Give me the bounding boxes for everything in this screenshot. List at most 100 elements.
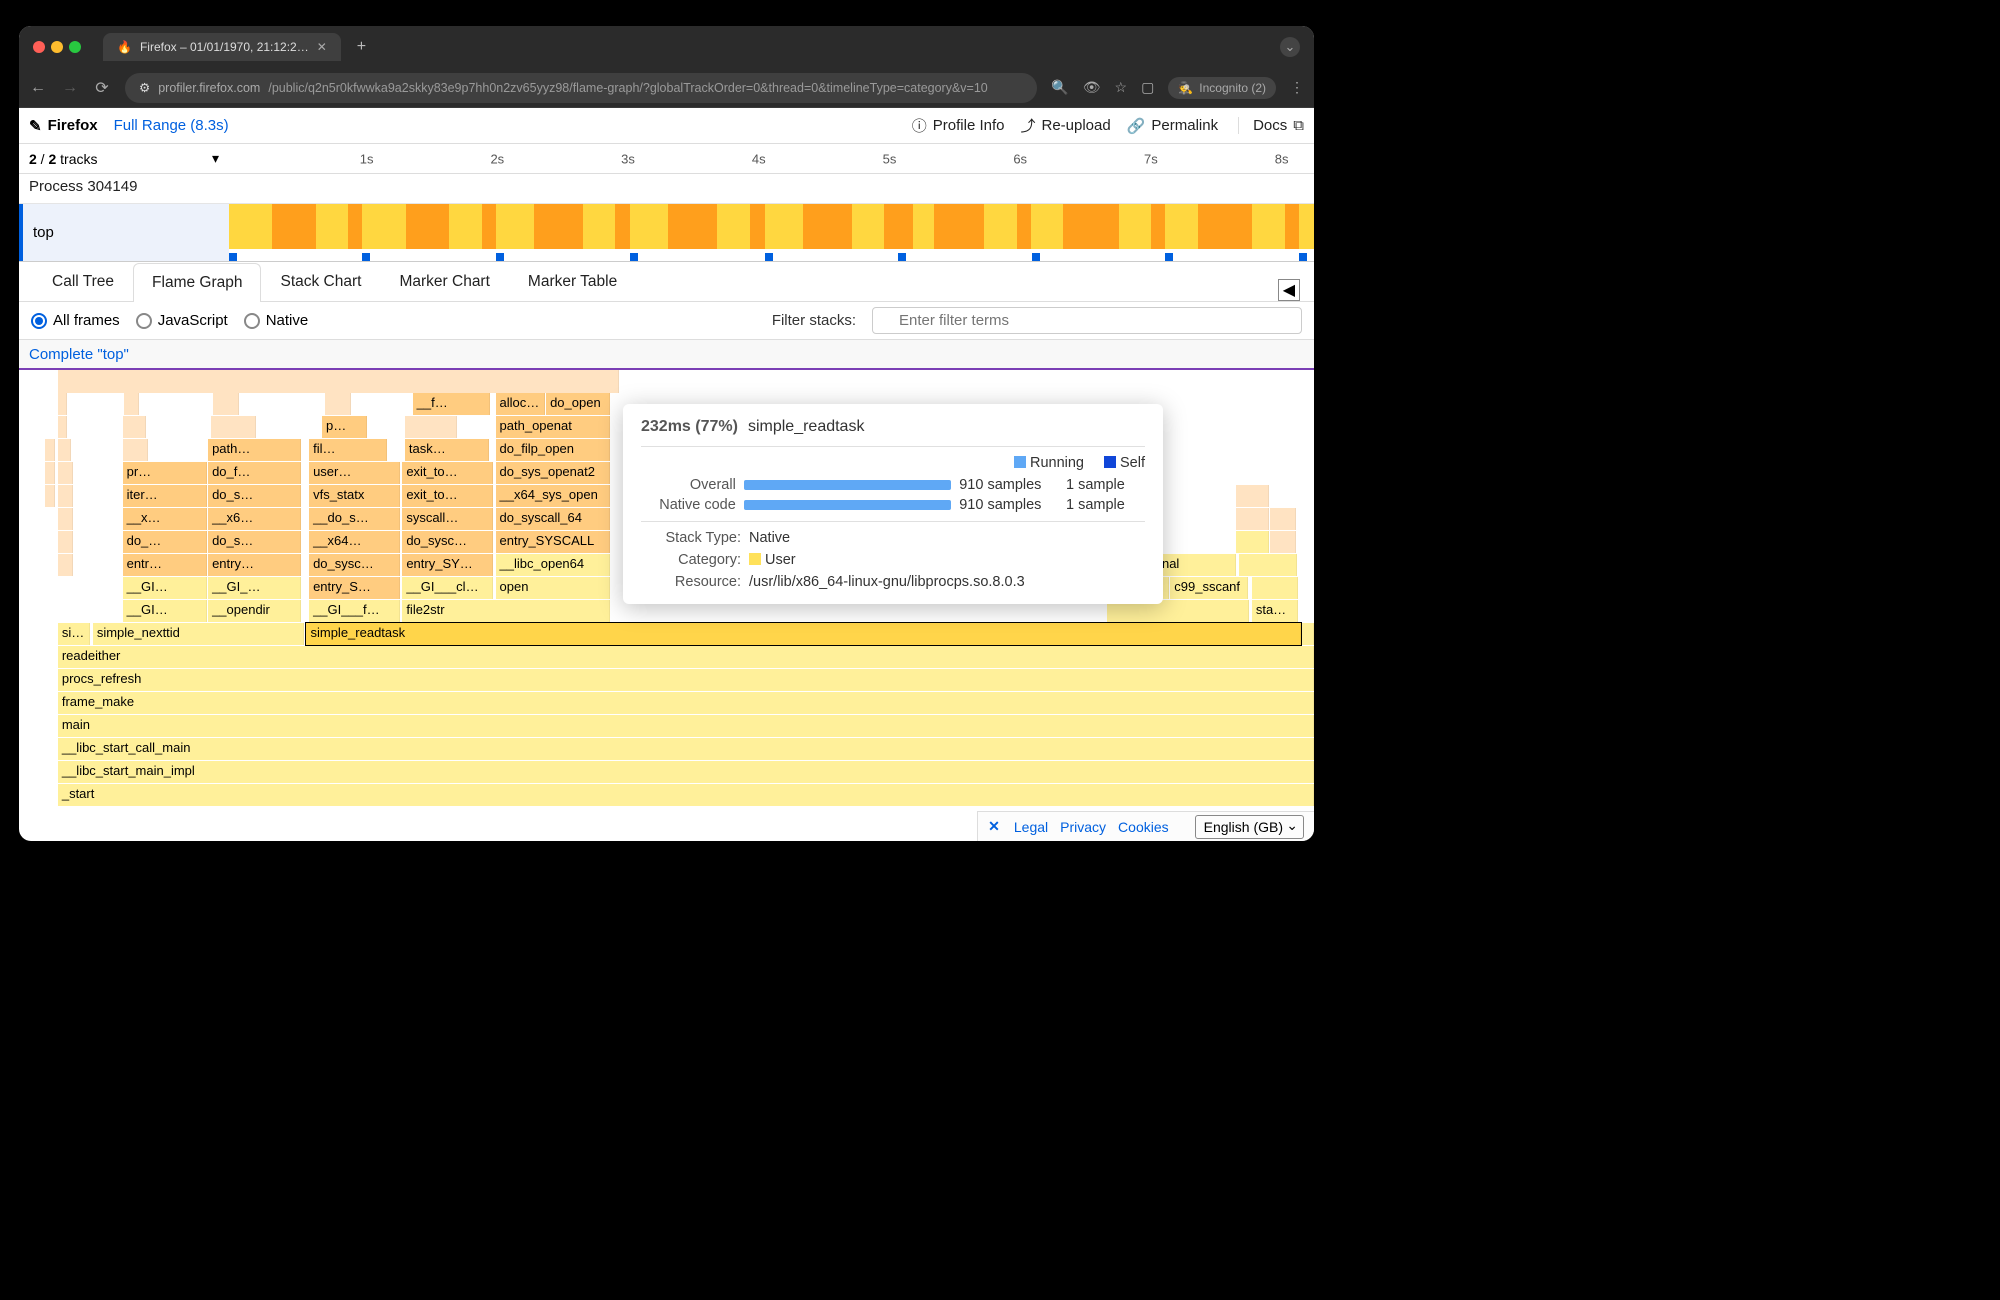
flame-cell[interactable]: entry_SYSCALL — [496, 531, 610, 553]
site-settings-icon[interactable]: ⚙ — [139, 80, 150, 95]
flame-cell[interactable]: iter… — [123, 485, 207, 507]
flame-cell[interactable]: __GI… — [123, 577, 207, 599]
flame-cell[interactable]: __libc_open64 — [496, 554, 610, 576]
flame-cell[interactable]: task… — [405, 439, 489, 461]
flame-cell[interactable]: exit_to… — [402, 462, 493, 484]
flame-cell[interactable]: __GI___f… — [309, 600, 400, 622]
nav-reload-icon[interactable]: ⟳ — [93, 78, 111, 98]
flame-cell[interactable]: do_f… — [208, 462, 301, 484]
url-input[interactable]: ⚙ profiler.firefox.com/public/q2n5r0kfww… — [125, 73, 1037, 103]
flame-cell[interactable]: main — [58, 715, 1314, 737]
permalink-button[interactable]: 🔗Permalink — [1127, 117, 1218, 135]
flame-cell[interactable]: entr… — [123, 554, 207, 576]
tabs-dropdown-icon[interactable]: ⌄ — [1280, 37, 1300, 57]
flame-cell[interactable]: _start — [58, 784, 1314, 806]
flame-cell[interactable]: alloc… — [496, 393, 545, 415]
flame-cell[interactable]: __x6… — [208, 508, 301, 530]
flame-cell[interactable] — [45, 485, 55, 507]
flame-cell[interactable]: syscall… — [402, 508, 493, 530]
reupload-button[interactable]: ⤴Re-upload — [1020, 115, 1110, 136]
flame-cell[interactable] — [58, 485, 74, 507]
flame-cell[interactable]: __GI_… — [208, 577, 301, 599]
flame-cell[interactable]: __x64_sys_open — [496, 485, 610, 507]
footer-link-privacy[interactable]: Privacy — [1060, 819, 1106, 835]
flame-cell[interactable]: do_s… — [208, 531, 301, 553]
thread-track[interactable]: top — [19, 204, 1314, 262]
flame-cell[interactable] — [58, 393, 67, 415]
flame-cell[interactable] — [58, 508, 74, 530]
flame-cell[interactable]: simple_nexttid — [93, 623, 304, 645]
breadcrumb[interactable]: Complete "top" — [19, 340, 1314, 370]
tab-close-icon[interactable]: ✕ — [317, 40, 327, 54]
flame-cell[interactable] — [1270, 508, 1296, 530]
flame-cell[interactable] — [123, 416, 146, 438]
tracks-count-dropdown[interactable]: 2 / 2 tracks ▾ — [19, 150, 229, 167]
collapse-sidebar-icon[interactable]: ◀ — [1278, 279, 1300, 301]
flame-cell[interactable] — [1236, 485, 1268, 507]
range-link[interactable]: Full Range (8.3s) — [114, 117, 229, 134]
track-name[interactable]: top — [19, 204, 229, 261]
nav-back-icon[interactable]: ← — [29, 79, 47, 97]
filter-mode-javascript[interactable]: JavaScript — [136, 312, 228, 329]
flame-cell[interactable] — [1270, 531, 1296, 553]
flame-cell[interactable]: do_s… — [208, 485, 301, 507]
flame-cell[interactable] — [123, 439, 149, 461]
new-tab-button[interactable]: + — [357, 38, 366, 56]
flame-cell[interactable]: simple_readtask — [306, 623, 1301, 645]
flame-cell[interactable] — [58, 554, 74, 576]
flame-cell[interactable]: path… — [208, 439, 301, 461]
filter-mode-native[interactable]: Native — [244, 312, 309, 329]
flame-cell[interactable] — [124, 393, 140, 415]
flame-cell[interactable]: user… — [309, 462, 400, 484]
flame-cell[interactable]: do_sys_openat2 — [496, 462, 610, 484]
flame-cell[interactable]: entry… — [208, 554, 301, 576]
flame-cell[interactable] — [1252, 577, 1299, 599]
flame-cell[interactable]: open — [496, 577, 610, 599]
flame-cell[interactable]: sta… — [1252, 600, 1299, 622]
flame-cell[interactable]: fil… — [309, 439, 387, 461]
brand-label[interactable]: ✎ Firefox — [29, 117, 98, 135]
window-max-dot[interactable] — [69, 41, 81, 53]
filter-mode-all-frames[interactable]: All frames — [31, 312, 120, 329]
flame-cell[interactable]: do_sysc… — [402, 531, 493, 553]
flame-cell[interactable]: __x… — [123, 508, 207, 530]
cast-icon[interactable]: ▢ — [1141, 79, 1154, 96]
flame-cell[interactable] — [58, 439, 71, 461]
flame-cell[interactable]: frame_make — [58, 692, 1314, 714]
filter-stacks-input[interactable] — [872, 307, 1302, 334]
eye-off-icon[interactable]: 👁 — [1083, 79, 1101, 96]
browser-tab[interactable]: 🔥 Firefox – 01/01/1970, 21:12:2… ✕ — [103, 33, 341, 61]
footer-link-cookies[interactable]: Cookies — [1118, 819, 1169, 835]
flame-cell[interactable]: __do_s… — [309, 508, 400, 530]
flame-cell[interactable]: procs_refresh — [58, 669, 1314, 691]
flame-cell[interactable] — [211, 416, 256, 438]
flame-cell[interactable]: vfs_statx — [309, 485, 400, 507]
tab-call-tree[interactable]: Call Tree — [33, 262, 133, 301]
browser-menu-icon[interactable]: ⋮ — [1290, 79, 1304, 96]
flame-cell[interactable]: do_filp_open — [496, 439, 610, 461]
flame-cell[interactable]: do_open — [546, 393, 609, 415]
flame-cell[interactable]: entry_S… — [309, 577, 400, 599]
flame-cell[interactable]: __f… — [413, 393, 491, 415]
flame-cell[interactable]: __libc_start_call_main — [58, 738, 1314, 760]
flame-cell[interactable]: __libc_start_main_impl — [58, 761, 1314, 783]
tab-marker-table[interactable]: Marker Table — [509, 262, 636, 301]
language-select[interactable]: English (GB) — [1195, 815, 1304, 839]
window-min-dot[interactable] — [51, 41, 63, 53]
profile-info-button[interactable]: ⓘProfile Info — [912, 115, 1005, 136]
flame-cell[interactable] — [325, 393, 351, 415]
incognito-indicator[interactable]: 🕵 Incognito (2) — [1168, 77, 1276, 99]
flame-cell[interactable]: si… — [58, 623, 90, 645]
flame-cell[interactable]: readeither — [58, 646, 1314, 668]
flame-cell[interactable]: __opendir — [208, 600, 301, 622]
flame-cell[interactable]: exit_to… — [402, 485, 493, 507]
window-close-dot[interactable] — [33, 41, 45, 53]
footer-link-legal[interactable]: Legal — [1014, 819, 1048, 835]
footer-close-icon[interactable]: ✕ — [988, 818, 1000, 835]
flame-cell[interactable] — [58, 531, 74, 553]
flame-cell[interactable]: do_syscall_64 — [496, 508, 610, 530]
flame-cell[interactable]: entry_SY… — [402, 554, 493, 576]
flame-cell[interactable]: p… — [322, 416, 367, 438]
flame-cell[interactable]: do_… — [123, 531, 207, 553]
flame-cell[interactable]: do_sysc… — [309, 554, 400, 576]
